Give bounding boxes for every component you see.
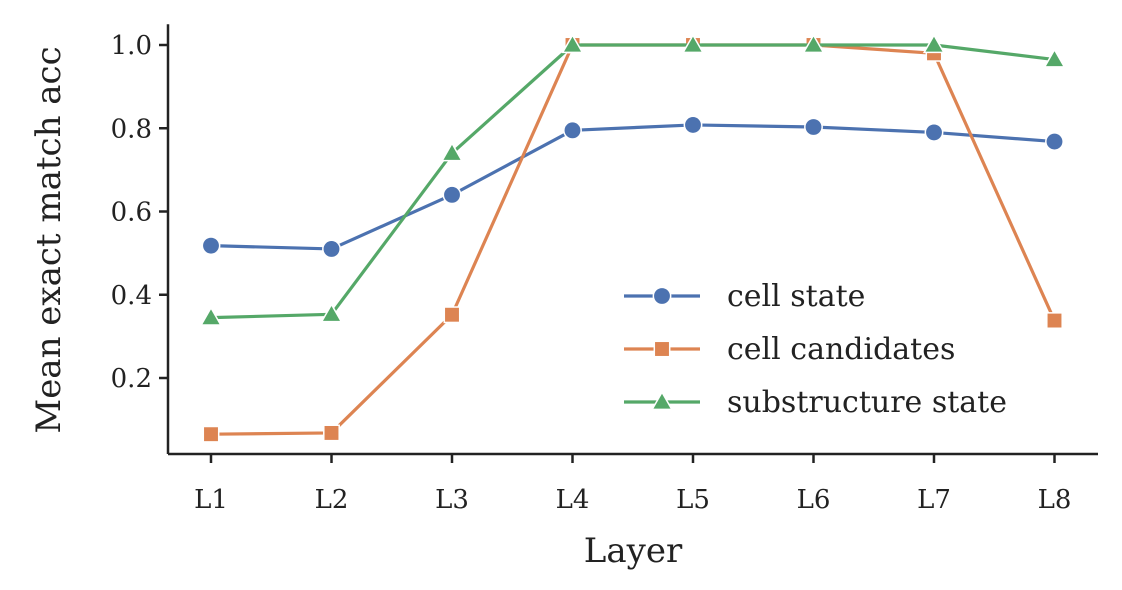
y-tick-label: 0.2 xyxy=(111,364,152,394)
legend-label: cell state xyxy=(727,279,865,314)
data-point xyxy=(1046,312,1063,330)
data-point xyxy=(561,33,584,54)
data-point xyxy=(320,303,343,323)
data-point xyxy=(1043,48,1066,68)
legend-entry: cell candidates xyxy=(624,332,955,367)
data-point xyxy=(922,33,946,54)
data-point xyxy=(1045,132,1064,152)
x-tick-label: L1 xyxy=(194,485,228,515)
series-cell-state xyxy=(201,115,1064,259)
data-point xyxy=(202,425,220,443)
data-point xyxy=(442,185,462,205)
x-axis-title: Layer xyxy=(584,531,683,571)
data-point xyxy=(924,122,944,142)
series-line xyxy=(209,43,1057,436)
data-point xyxy=(322,239,341,259)
x-tick-label: L2 xyxy=(315,485,349,515)
y-tick-label: 0.8 xyxy=(111,114,152,144)
legend-marker xyxy=(650,390,674,411)
x-tick-label: L7 xyxy=(917,485,951,515)
data-point xyxy=(802,33,825,54)
data-point xyxy=(681,33,705,54)
y-axis-title: Mean exact match acc xyxy=(29,46,69,433)
data-point xyxy=(199,306,223,326)
y-tick-label: 1.0 xyxy=(111,31,152,61)
y-tick-label: 0.6 xyxy=(111,198,152,228)
series-substructure-state xyxy=(199,33,1066,326)
data-point xyxy=(323,424,340,442)
y-ticks: 0.2 0.4 0.6 0.8 1.0 xyxy=(111,31,168,394)
data-point xyxy=(563,120,582,140)
legend-label: substructure state xyxy=(727,385,1007,420)
data-point xyxy=(201,236,221,256)
data-point xyxy=(804,117,823,137)
legend-marker xyxy=(652,286,672,306)
legend-marker xyxy=(653,340,671,358)
x-tick-label: L8 xyxy=(1038,485,1072,515)
legend-entry: substructure state xyxy=(624,385,1007,420)
y-tick-label: 0.4 xyxy=(111,281,152,311)
x-tick-label: L4 xyxy=(556,485,590,515)
series-line xyxy=(209,123,1057,251)
x-tick-label: L6 xyxy=(797,485,831,515)
data-point xyxy=(440,141,464,162)
axes xyxy=(166,24,1098,456)
x-tick-label: L5 xyxy=(676,485,710,515)
legend: cell state cell candidates substructure st… xyxy=(624,279,1007,420)
legend-label: cell candidates xyxy=(727,332,955,367)
data-point xyxy=(683,115,703,135)
series-line xyxy=(209,43,1057,320)
x-ticks: L1 L2 L3 L4 L5 L6 L7 L8 xyxy=(194,454,1071,515)
data-point xyxy=(443,306,461,324)
legend-entry: cell state xyxy=(624,279,865,314)
x-tick-label: L3 xyxy=(435,485,469,515)
series-layer xyxy=(199,33,1066,443)
